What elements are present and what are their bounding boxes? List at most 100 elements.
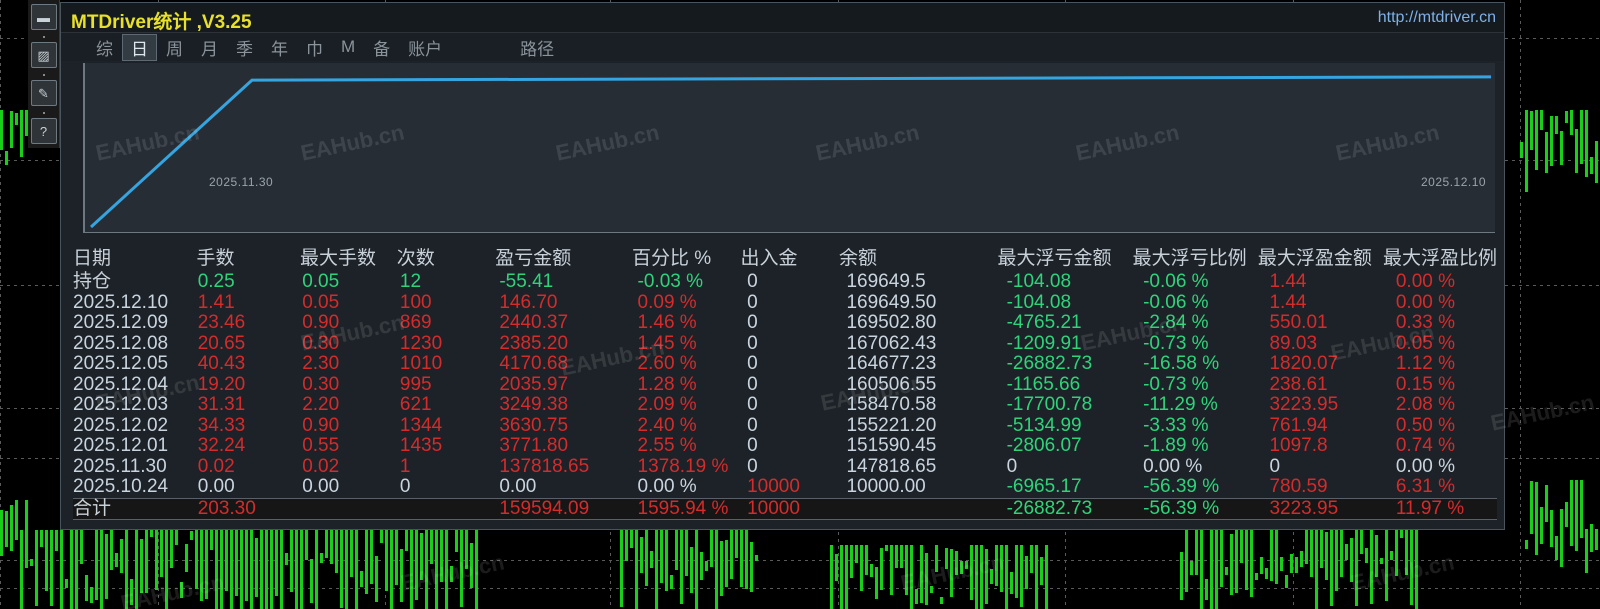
cell-r10-c6: 1378.19 % (637, 455, 729, 477)
table-row[interactable]: 2025.12.04 19.20 0.30 995 2035.97 1.28 % 0 1605… (73, 373, 1497, 396)
menu-item-8[interactable]: M (341, 37, 356, 56)
candle (10, 111, 13, 149)
cell-r9-c3: 0.55 (302, 435, 340, 456)
cell-r5-c12: 1.12 % (1395, 353, 1456, 374)
table-row[interactable]: 2025.12.08 20.65 0.30 1230 2385.20 1.45 % 0 167… (73, 332, 1497, 355)
x-axis-tick-start: 2025.11.30 (209, 175, 274, 189)
candle (625, 530, 628, 561)
candle (620, 530, 623, 608)
candle (110, 530, 113, 570)
candle (1190, 561, 1193, 576)
crosshair-icon[interactable]: ✎ (30, 80, 57, 106)
candle (1220, 530, 1223, 588)
candle (1590, 523, 1593, 553)
cell-r4-c7: 0 (747, 332, 758, 354)
menu-item-9[interactable]: 备 (373, 39, 391, 59)
cell-r6-c3: 0.30 (302, 373, 340, 395)
candle (1575, 129, 1578, 173)
candle (910, 545, 913, 609)
table-row[interactable]: 2025.12.02 34.33 0.90 1344 3630.75 2.40 % 0 155… (73, 414, 1497, 437)
menu-item-4[interactable]: 月 (201, 39, 218, 59)
candle (90, 586, 93, 603)
candle (415, 530, 418, 601)
cell-r11-c8: 10000.00 (846, 476, 926, 497)
candle (1020, 545, 1023, 607)
cell-r4-c2: 20.65 (197, 332, 246, 354)
menu-item-2[interactable]: 日 (122, 33, 157, 61)
candle (1555, 535, 1558, 561)
table-row[interactable]: 2025.10.24 0.00 0.00 0 0.00 0.00 % 10000 10000.… (73, 477, 1497, 498)
candle (470, 543, 473, 588)
minimize-icon[interactable]: ▬ (30, 4, 57, 30)
candle (1015, 545, 1018, 599)
cell-r8-c4: 1344 (399, 414, 443, 436)
column-header-1: 日期 (73, 248, 112, 269)
table-row[interactable]: 持仓 0.25 0.05 12 -55.41 -0.03 % 0 169649.5 -104.0… (73, 272, 1497, 293)
table-row[interactable]: 2025.12.05 40.43 2.30 1010 4170.68 2.60 % 0 164… (73, 354, 1497, 375)
cell-r3-c10: -2.84 % (1143, 312, 1209, 333)
cell-r6-c9: -1165.66 (1006, 373, 1081, 395)
chart-properties-icon[interactable]: ▨ (30, 42, 57, 68)
cell-r4-c4: 1230 (399, 332, 443, 354)
cell-r10-c7: 0 (747, 455, 758, 477)
candle (870, 564, 873, 577)
candle (125, 530, 128, 609)
candle (1395, 530, 1398, 576)
menu-item-1[interactable]: 综 (96, 39, 113, 59)
help-icon[interactable]: ? (30, 118, 57, 144)
site-url-link[interactable]: http://mtdriver.cn (1377, 9, 1496, 26)
table-row[interactable]: 2025.12.10 1.41 0.05 100 146.70 0.09 % 0 169649… (73, 291, 1497, 314)
total-cell-7: 10000 (747, 497, 800, 519)
cell-r5-c9: -26882.73 (1006, 353, 1093, 374)
menu-item-5[interactable]: 季 (236, 39, 253, 59)
candle (1565, 110, 1568, 124)
cell-r11-c5: 0.00 (499, 476, 537, 497)
cell-r7-c2: 31.31 (197, 394, 246, 415)
candle (115, 552, 118, 567)
cell-r3-c2: 23.46 (197, 312, 246, 333)
candle (715, 530, 718, 609)
candle (845, 545, 848, 609)
menu-item-7[interactable]: 巾 (306, 39, 323, 59)
candle (105, 534, 108, 600)
candle (5, 150, 8, 165)
candle (15, 500, 18, 540)
toolbar-dot (42, 36, 45, 38)
menu-item-10[interactable]: 账户 (408, 39, 443, 59)
cell-r6-c5: 2035.97 (499, 373, 569, 395)
candle (465, 530, 468, 570)
candle (1250, 530, 1253, 598)
cell-r4-c10: -0.73 % (1143, 332, 1209, 354)
candle (455, 530, 458, 553)
cell-r7-c11: 3223.95 (1269, 394, 1339, 415)
page-title: MTDriver统计 ,V3.25 (71, 12, 252, 33)
candle (855, 545, 858, 563)
candle (5, 511, 8, 548)
candle (20, 530, 23, 609)
candle (1525, 110, 1528, 193)
menu-item-6[interactable]: 年 (271, 39, 288, 59)
cell-r5-c8: 164677.23 (846, 353, 937, 374)
table-row[interactable]: 2025.11.30 0.02 0.02 1 137818.65 1378.19 % 0 14… (73, 455, 1497, 478)
menu-item-11[interactable]: 路径 (520, 39, 555, 59)
candle (995, 545, 998, 587)
candle (1265, 568, 1268, 580)
table-row[interactable]: 2025.12.03 31.31 2.20 621 3249.38 2.09 % 0 1584… (73, 395, 1497, 416)
candle (1045, 545, 1048, 609)
x-axis-tick-end: 2025.12.10 (1421, 175, 1487, 189)
candle (310, 558, 313, 603)
cell-r2-c11: 1.44 (1269, 291, 1307, 313)
candle (920, 545, 923, 604)
candle (175, 530, 178, 546)
candle (1545, 131, 1548, 174)
total-cell-10: -56.39 % (1143, 497, 1220, 519)
table-row[interactable]: 2025.12.01 32.24 0.55 1435 3771.80 2.55 % 0 151… (73, 436, 1497, 457)
table-row[interactable]: 2025.12.09 23.46 0.90 869 2440.37 1.46 % 0 1695… (73, 313, 1497, 334)
cell-r2-c7: 0 (747, 291, 758, 313)
candle (1205, 578, 1208, 600)
candle (450, 565, 453, 583)
candle (235, 530, 238, 596)
candle (1310, 530, 1313, 578)
menu-item-3[interactable]: 周 (166, 39, 183, 59)
candle (875, 566, 878, 600)
